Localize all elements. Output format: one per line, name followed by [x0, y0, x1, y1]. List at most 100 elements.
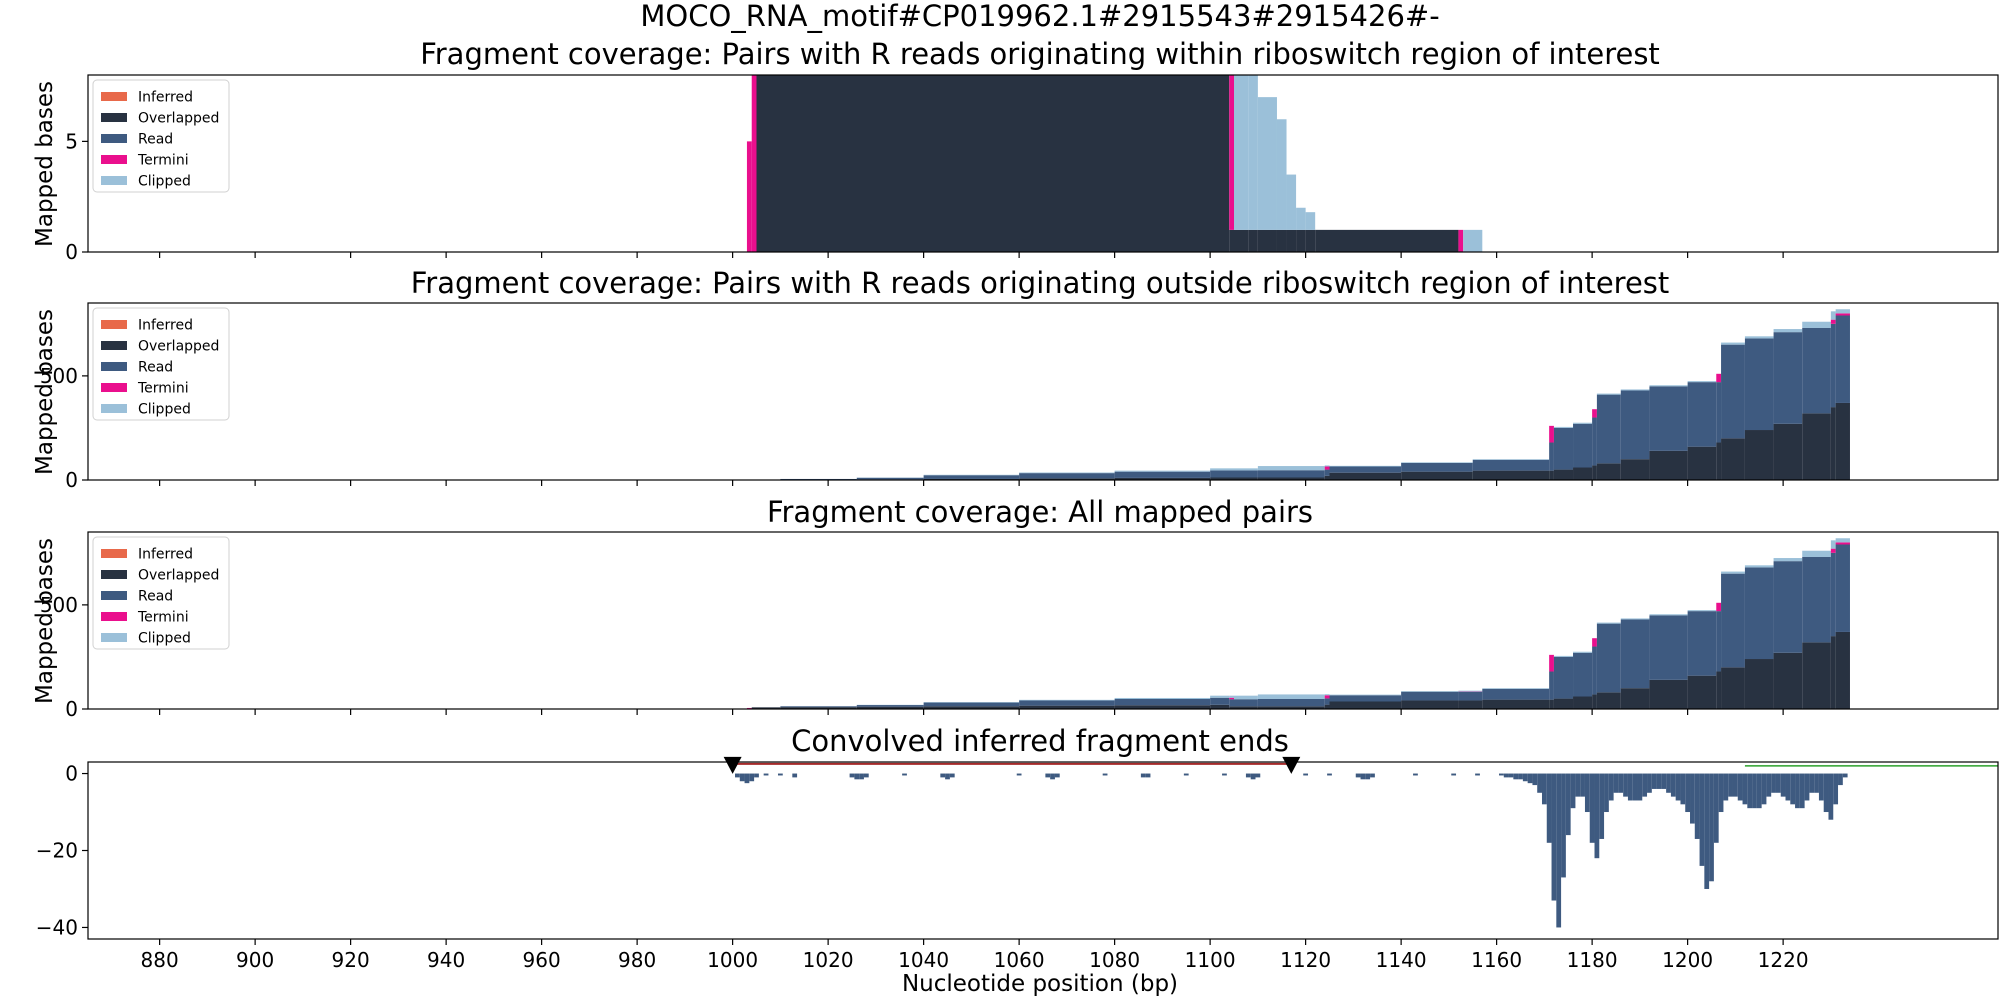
coverage-segment-clipped	[1802, 550, 1831, 557]
convolved-bar	[1795, 773, 1800, 809]
convolved-bar	[1503, 773, 1509, 778]
coverage-segment-overlapped	[1114, 705, 1211, 709]
x-tick-label: 1080	[1089, 948, 1140, 972]
convolved-bar	[1541, 773, 1547, 805]
convolved-bar	[1761, 773, 1767, 805]
coverage-segment-clipped	[1482, 688, 1550, 689]
legend-swatch-clipped	[101, 404, 127, 413]
coverage-segment-overlapped	[1229, 706, 1234, 709]
convolved-bar	[1732, 773, 1738, 797]
convolved-bar	[1250, 773, 1256, 780]
coverage-segment-read	[1649, 386, 1688, 451]
convolved-bar	[1518, 773, 1523, 780]
coverage-segment-clipped	[1596, 393, 1621, 395]
panel-2-ylabel: Mapped bases	[32, 309, 58, 475]
panel-2-axes: 0 500	[40, 302, 1999, 492]
convolved-bar	[1102, 773, 1108, 776]
coverage-segment-overlapped	[1596, 692, 1621, 709]
coverage-segment-read	[1830, 552, 1836, 637]
coverage-segment-overlapped	[1257, 229, 1277, 252]
convolved-bar	[1713, 773, 1719, 843]
convolved-bar	[1723, 773, 1729, 801]
coverage-segment-read	[1229, 699, 1234, 707]
x-tick-label: 1020	[803, 948, 854, 972]
legend-swatch-inferred	[101, 92, 127, 101]
convolved-bar	[1818, 773, 1824, 801]
convolved-bar	[902, 773, 907, 776]
coverage-segment-clipped	[1687, 610, 1717, 612]
y-tick-label: 0	[65, 240, 78, 264]
convolved-bar	[1145, 773, 1151, 778]
coverage-segment-termini	[1835, 313, 1850, 316]
coverage-segment-overlapped	[1716, 442, 1722, 480]
legend-label-inferred: Inferred	[138, 90, 193, 106]
convolved-bar	[1355, 773, 1361, 778]
coverage-segment-clipped	[1257, 97, 1277, 230]
coverage-segment-clipped	[1114, 470, 1211, 472]
coverage-segment-overlapped	[1830, 407, 1836, 480]
coverage-segment-overlapped	[1553, 469, 1574, 480]
coverage-segment-overlapped	[1401, 471, 1473, 480]
coverage-segment-termini	[1549, 654, 1554, 672]
coverage-segment-termini	[1324, 466, 1330, 470]
coverage-segment-overlapped	[1234, 229, 1249, 252]
coverage-segment-read	[923, 702, 1020, 707]
coverage-segment-clipped	[1830, 311, 1836, 320]
coverage-segment-termini	[1830, 548, 1836, 553]
coverage-segment-clipped	[1276, 119, 1287, 230]
coverage-segment-overlapped	[1401, 700, 1459, 709]
coverage-segment-clipped	[1596, 622, 1621, 624]
convolved-bar	[1570, 773, 1576, 809]
coverage-segment-overlapped	[751, 707, 781, 709]
convolved-bar	[1790, 773, 1796, 805]
coverage-segment-read	[1573, 652, 1593, 697]
legend-label-read: Read	[138, 589, 173, 605]
legend-swatch-read	[101, 134, 127, 143]
coverage-segment-clipped	[1305, 212, 1316, 230]
coverage-segment-read	[1744, 338, 1774, 431]
fragment-end-marker	[1282, 756, 1301, 774]
coverage-segment-overlapped	[1744, 659, 1774, 709]
coverage-segment-overlapped	[923, 706, 1020, 709]
coverage-segment-overlapped	[1773, 652, 1803, 709]
panel-1-axes: 05	[65, 74, 1999, 264]
coverage-segment-termini	[1716, 373, 1722, 383]
coverage-segment-termini	[1830, 319, 1836, 324]
legend-label-read: Read	[138, 132, 173, 148]
y-tick-label: 0	[65, 697, 78, 721]
convolved-bar	[854, 773, 860, 780]
coverage-segment-read	[1257, 470, 1325, 478]
convolved-bar	[1532, 773, 1538, 786]
coverage-segment-clipped	[1257, 466, 1325, 471]
coverage-segment-overlapped	[1324, 704, 1330, 709]
coverage-segment-overlapped	[1592, 694, 1597, 709]
coverage-segment-termini	[1592, 409, 1597, 418]
convolved-bar	[859, 773, 864, 780]
coverage-segment-clipped	[1835, 538, 1850, 543]
coverage-segment-overlapped	[1721, 667, 1745, 709]
coverage-segment-clipped	[1830, 540, 1836, 549]
convolved-bar	[1747, 773, 1753, 809]
coverage-segment-clipped	[1620, 389, 1650, 391]
convolved-bar	[1499, 773, 1504, 776]
convolved-bar	[1637, 773, 1643, 801]
coverage-segment-overlapped	[1687, 446, 1717, 480]
panel-4-marks	[723, 756, 1998, 928]
convolved-bar	[1756, 773, 1762, 809]
y-tick-label: 0	[65, 468, 78, 492]
convolved-bar	[1656, 773, 1662, 789]
panel-3-legend: Inferred Overlapped Read Termini Clipped	[92, 536, 230, 650]
coverage-segment-overlapped	[1210, 477, 1258, 480]
coverage-segment-read	[1596, 623, 1621, 693]
coverage-segment-read	[1649, 615, 1688, 680]
coverage-segment-overlapped	[1744, 430, 1774, 480]
convolved-bar	[1360, 773, 1366, 780]
coverage-segment-overlapped	[1802, 413, 1831, 480]
legend-swatch-termini	[101, 155, 127, 164]
coverage-segment-read	[1329, 466, 1402, 473]
coverage-segment-read	[1472, 459, 1550, 471]
convolved-bar	[1642, 773, 1648, 797]
coverage-segment-clipped	[1573, 651, 1593, 653]
coverage-segment-termini	[1324, 695, 1330, 699]
coverage-segment-read	[1553, 427, 1574, 470]
